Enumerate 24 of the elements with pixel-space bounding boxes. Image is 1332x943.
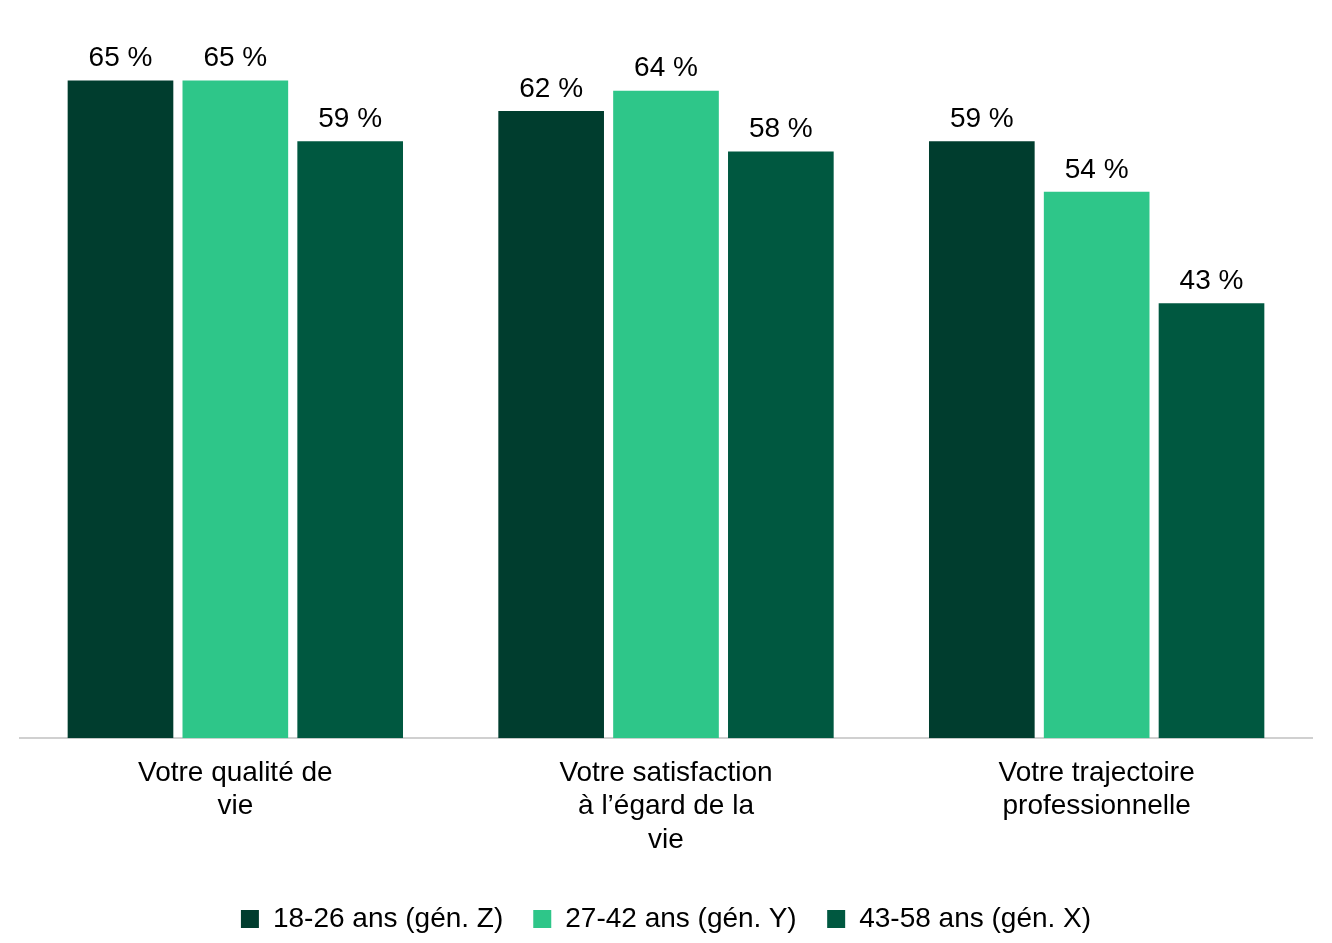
data-label: 62 % bbox=[519, 71, 584, 103]
x-tick-label: Votre qualité de vie bbox=[138, 755, 333, 821]
data-label: 58 % bbox=[748, 112, 813, 144]
bar bbox=[498, 110, 604, 739]
legend-label: 43-58 ans (gén. X) bbox=[859, 901, 1092, 933]
data-label: 64 % bbox=[634, 51, 698, 83]
data-label: 54 % bbox=[1064, 152, 1129, 184]
data-label: 65 % bbox=[88, 41, 153, 73]
bar bbox=[1043, 191, 1150, 739]
x-tick-label: Votre trajectoire professionnelle bbox=[998, 755, 1195, 821]
bar bbox=[1158, 303, 1265, 739]
bar bbox=[928, 141, 1035, 739]
legend-label: 27-42 ans (gén. Y) bbox=[565, 901, 797, 933]
data-label: 65 % bbox=[203, 41, 268, 73]
bar bbox=[67, 80, 174, 739]
data-label: 59 % bbox=[318, 102, 383, 134]
bar bbox=[728, 151, 834, 739]
legend-label: 18-26 ans (gén. Z) bbox=[272, 901, 504, 933]
x-tick-label: Votre satisfaction à l’égard de la vie bbox=[559, 755, 773, 854]
data-label: 43 % bbox=[1179, 263, 1244, 295]
data-label: 59 % bbox=[949, 102, 1014, 134]
bar bbox=[182, 80, 289, 739]
bar bbox=[613, 90, 719, 739]
bar bbox=[297, 141, 404, 739]
